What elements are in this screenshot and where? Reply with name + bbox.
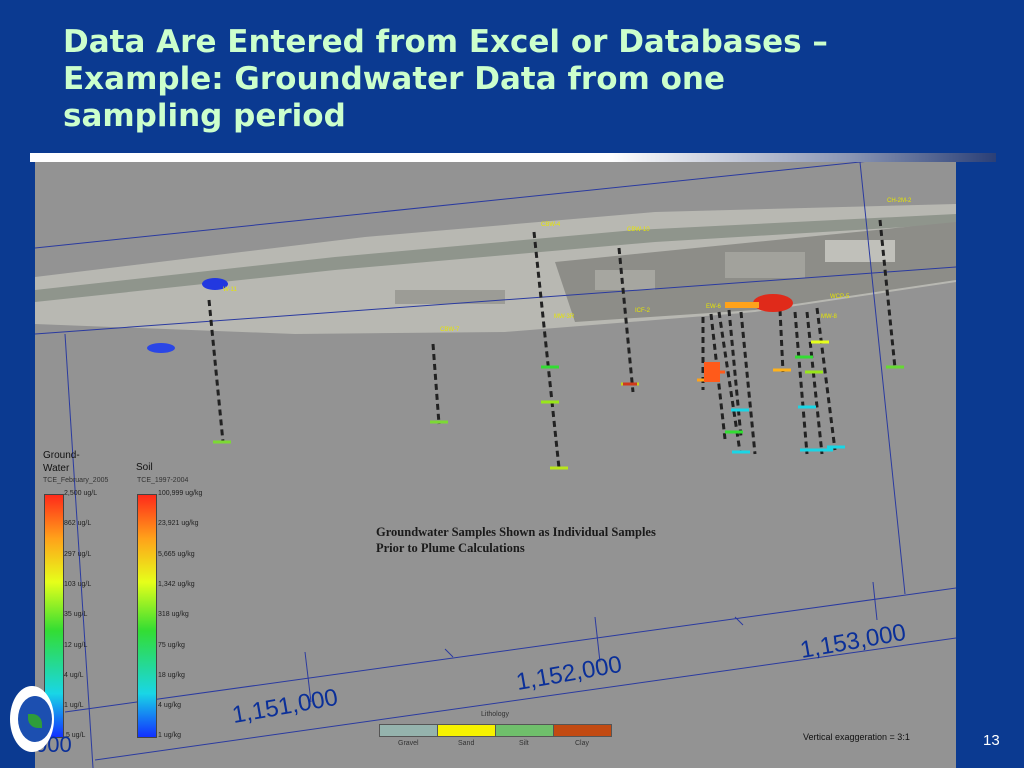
soil-legend-title: Soil: [136, 462, 153, 473]
scene-annotation: Groundwater Samples Shown as Individual …: [376, 524, 656, 556]
well-label: CBW-10: [627, 227, 650, 233]
well-label: CBW-7: [440, 327, 460, 333]
annotation-line: Groundwater Samples Shown as Individual …: [376, 525, 656, 539]
gw-tick: 4 ug/L: [64, 672, 84, 679]
soil-sample-blob: [147, 343, 175, 353]
lithology-label: Sand: [458, 740, 475, 747]
title-line-2: Example: Groundwater Data from one: [63, 61, 726, 97]
well-label: EW-6: [706, 304, 722, 310]
soil-legend-subtitle: TCE_1997-2004: [137, 477, 189, 484]
soil-tick: 1 ug/kg: [158, 732, 181, 739]
soil-tick: 5,665 ug/kg: [158, 551, 195, 558]
lithology-label: Silt: [519, 740, 529, 747]
gw-tick: 1 ug/L: [64, 702, 84, 709]
grid-frame: [35, 162, 956, 768]
groundwater-legend-subtitle: TCE_February_2005: [43, 477, 109, 484]
lithology-title: Lithology: [481, 711, 510, 718]
gw-tick: .5 ug/L: [64, 732, 86, 739]
well-label: CBW-4: [541, 222, 561, 228]
well-label: ICF-2: [635, 308, 651, 314]
soil-tick: 4 ug/kg: [158, 702, 181, 709]
aerial-photo-river: [35, 214, 956, 302]
soil-tick: 75 ug/kg: [158, 642, 185, 649]
annotation-line: Prior to Plume Calculations: [376, 541, 525, 555]
well-label: WCP-5: [830, 294, 850, 300]
lithology-swatch-clay: [553, 724, 612, 737]
gw-tick: 297 ug/L: [64, 551, 92, 558]
soil-sample-blob: [704, 362, 720, 382]
logo-leaf: [28, 714, 42, 728]
soil-tick: 318 ug/kg: [158, 611, 189, 618]
title-divider: [30, 153, 996, 162]
groundwater-color-bar: [44, 494, 64, 738]
sample-markers: [213, 340, 904, 470]
soil-sample-blob: [725, 302, 759, 308]
lithology-label: Gravel: [398, 740, 419, 747]
soil-tick: 23,921 ug/kg: [158, 520, 199, 527]
well-label: CH-2M-2: [887, 198, 912, 204]
page-number: 13: [983, 732, 1000, 749]
gw-tick: 103 ug/L: [64, 581, 92, 588]
lithology-swatch-gravel: [379, 724, 438, 737]
building-block: [825, 240, 895, 262]
soil-tick: 18 ug/kg: [158, 672, 185, 679]
agency-logo: [10, 686, 54, 752]
gw-tick: 12 ug/L: [64, 642, 88, 649]
building-block: [725, 252, 805, 278]
groundwater-3d-view[interactable]: CBW-4 CBW-10 CH-2M-2 CBW-7 MW-3R ICF-2 W…: [35, 162, 956, 768]
vertical-exaggeration: Vertical exaggeration = 3:1: [803, 732, 910, 742]
soil-sample-blob: [202, 278, 228, 290]
slide-title: Data Are Entered from Excel or Databases…: [63, 24, 983, 135]
soil-tick: 100,999 ug/kg: [158, 490, 203, 497]
lithology-swatch-sand: [437, 724, 496, 737]
well-label-group: CBW-4 CBW-10 CH-2M-2 CBW-7 MW-3R ICF-2 W…: [223, 198, 912, 333]
well-label: MW-8: [821, 314, 838, 320]
scene-graphics: CBW-4 CBW-10 CH-2M-2 CBW-7 MW-3R ICF-2 W…: [35, 162, 956, 768]
gw-tick: 35 ug/L: [64, 611, 88, 618]
lithology-label: Clay: [575, 740, 590, 747]
title-line-3: sampling period: [63, 98, 346, 134]
well-label: MW-3R: [554, 314, 575, 320]
gw-tick: 2,500 ug/L: [64, 490, 98, 497]
soil-tick: 1,342 ug/kg: [158, 581, 195, 588]
building-block: [395, 290, 505, 304]
gw-tick: 862 ug/L: [64, 520, 92, 527]
groundwater-legend-title: Ground- Water: [43, 450, 80, 474]
soil-color-bar: [137, 494, 157, 738]
well-label: W-11: [223, 287, 237, 293]
title-line-1: Data Are Entered from Excel or Databases…: [63, 24, 828, 60]
building-block: [595, 270, 655, 290]
lithology-swatch-silt: [495, 724, 554, 737]
soil-sample-blob: [753, 294, 793, 312]
